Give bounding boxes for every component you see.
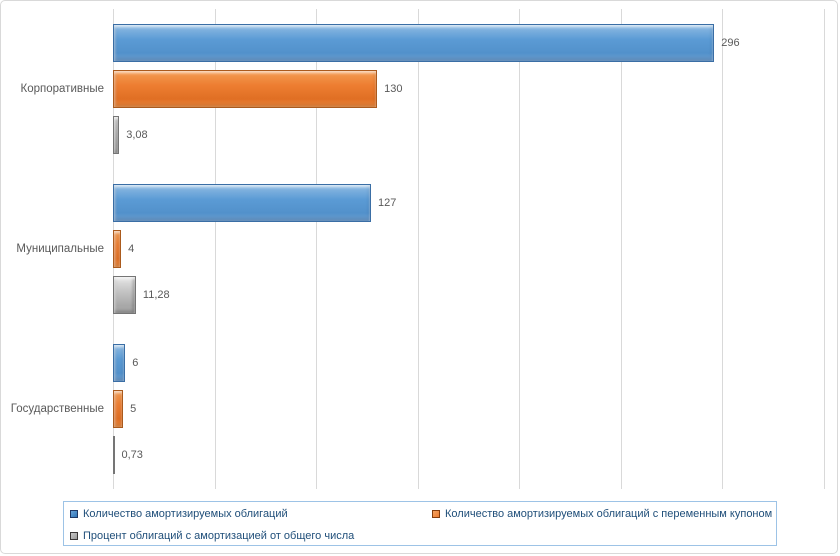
value-label: 3,08 bbox=[126, 129, 148, 141]
bar-series3-корпоративные bbox=[113, 116, 120, 154]
value-label: 11,28 bbox=[142, 289, 170, 301]
category-label: Государственные bbox=[10, 403, 104, 415]
bar-series3-государственные bbox=[113, 436, 115, 474]
bar-series1-муниципальные bbox=[113, 184, 371, 222]
legend-item-series2: Количество амортизируемых облигаций с пе… bbox=[432, 504, 772, 524]
value-label: 127 bbox=[377, 197, 397, 209]
value-label: 4 bbox=[128, 243, 135, 255]
gridline bbox=[214, 9, 216, 489]
legend-item-series1: Количество амортизируемых облигаций bbox=[70, 504, 288, 524]
value-label: 296 bbox=[721, 37, 740, 49]
legend-label: Количество амортизируемых облигаций с пе… bbox=[445, 508, 773, 520]
value-label: 6 bbox=[132, 357, 139, 369]
bar-series2-муниципальные bbox=[113, 230, 122, 268]
bar-series1-корпоративные bbox=[113, 24, 715, 62]
bar-series2-корпоративные bbox=[113, 70, 378, 108]
legend-item-series3: Процент облигаций с амортизацией от обще… bbox=[70, 526, 354, 546]
category-label: Муниципальные bbox=[16, 243, 104, 255]
gridline bbox=[620, 9, 622, 489]
value-label: 0,73 bbox=[121, 449, 143, 461]
legend-label: Количество амортизируемых облигаций bbox=[83, 508, 288, 520]
category-label: Корпоративные bbox=[20, 83, 104, 95]
bar-series3-муниципальные bbox=[113, 276, 136, 314]
value-label: 5 bbox=[130, 403, 137, 415]
legend-label: Процент облигаций с амортизацией от обще… bbox=[83, 530, 355, 542]
legend-marker-icon bbox=[70, 510, 78, 518]
bar-series1-государственные bbox=[113, 344, 126, 382]
legend-marker-icon bbox=[432, 510, 440, 518]
value-label: 130 bbox=[384, 83, 403, 95]
gridline bbox=[316, 9, 318, 489]
gridline bbox=[722, 9, 724, 489]
gridline bbox=[519, 9, 521, 489]
legend: Количество амортизируемых облигаций Колич… bbox=[63, 501, 777, 546]
gridline bbox=[824, 9, 825, 489]
legend-marker-icon bbox=[70, 532, 78, 540]
gridline bbox=[417, 9, 419, 489]
bar-series2-государственные bbox=[113, 390, 124, 428]
